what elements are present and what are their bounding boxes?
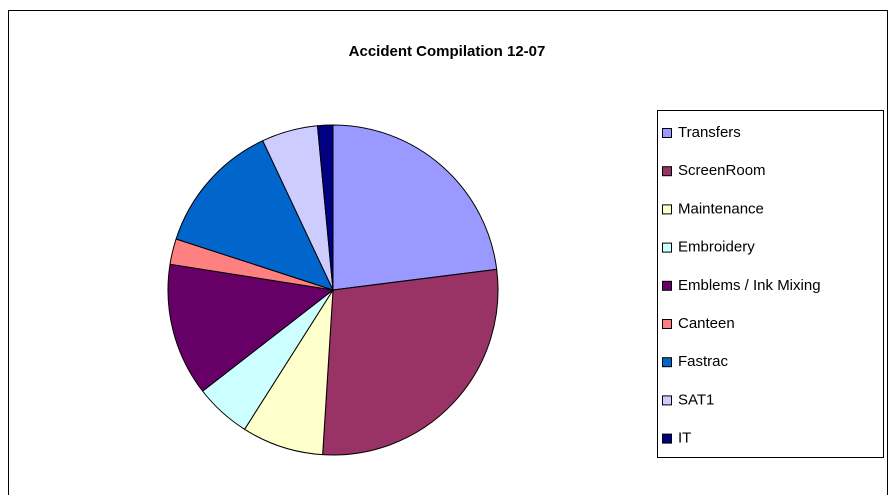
legend-label: Transfers xyxy=(678,124,741,141)
legend-swatch xyxy=(662,166,672,177)
legend-box xyxy=(657,110,884,458)
legend-label: Canteen xyxy=(678,315,735,332)
legend-swatch xyxy=(662,128,672,138)
legend-swatch xyxy=(662,395,672,406)
pie-slice xyxy=(332,124,498,291)
legend-label: IT xyxy=(678,430,691,447)
legend-swatch xyxy=(662,319,672,329)
pie-slice xyxy=(175,140,334,291)
pie-slice xyxy=(322,268,499,456)
legend-label: Emblems / Ink Mixing xyxy=(678,277,821,294)
legend-label: Embroidery xyxy=(678,239,755,256)
legend-label: Fastrac xyxy=(678,353,729,370)
legend-swatch xyxy=(662,433,672,444)
legend-swatch xyxy=(662,204,672,215)
chart-title: Accident Compilation 12-07 xyxy=(349,43,546,60)
pie-slice xyxy=(167,263,335,392)
legend-swatch xyxy=(662,242,672,253)
legend-label: ScreenRoom xyxy=(678,162,766,179)
legend-swatch xyxy=(662,357,672,368)
legend-label: SAT1 xyxy=(678,391,714,408)
pie-slice xyxy=(316,124,334,291)
legend-swatch xyxy=(662,280,672,291)
legend-label: Maintenance xyxy=(678,200,764,217)
